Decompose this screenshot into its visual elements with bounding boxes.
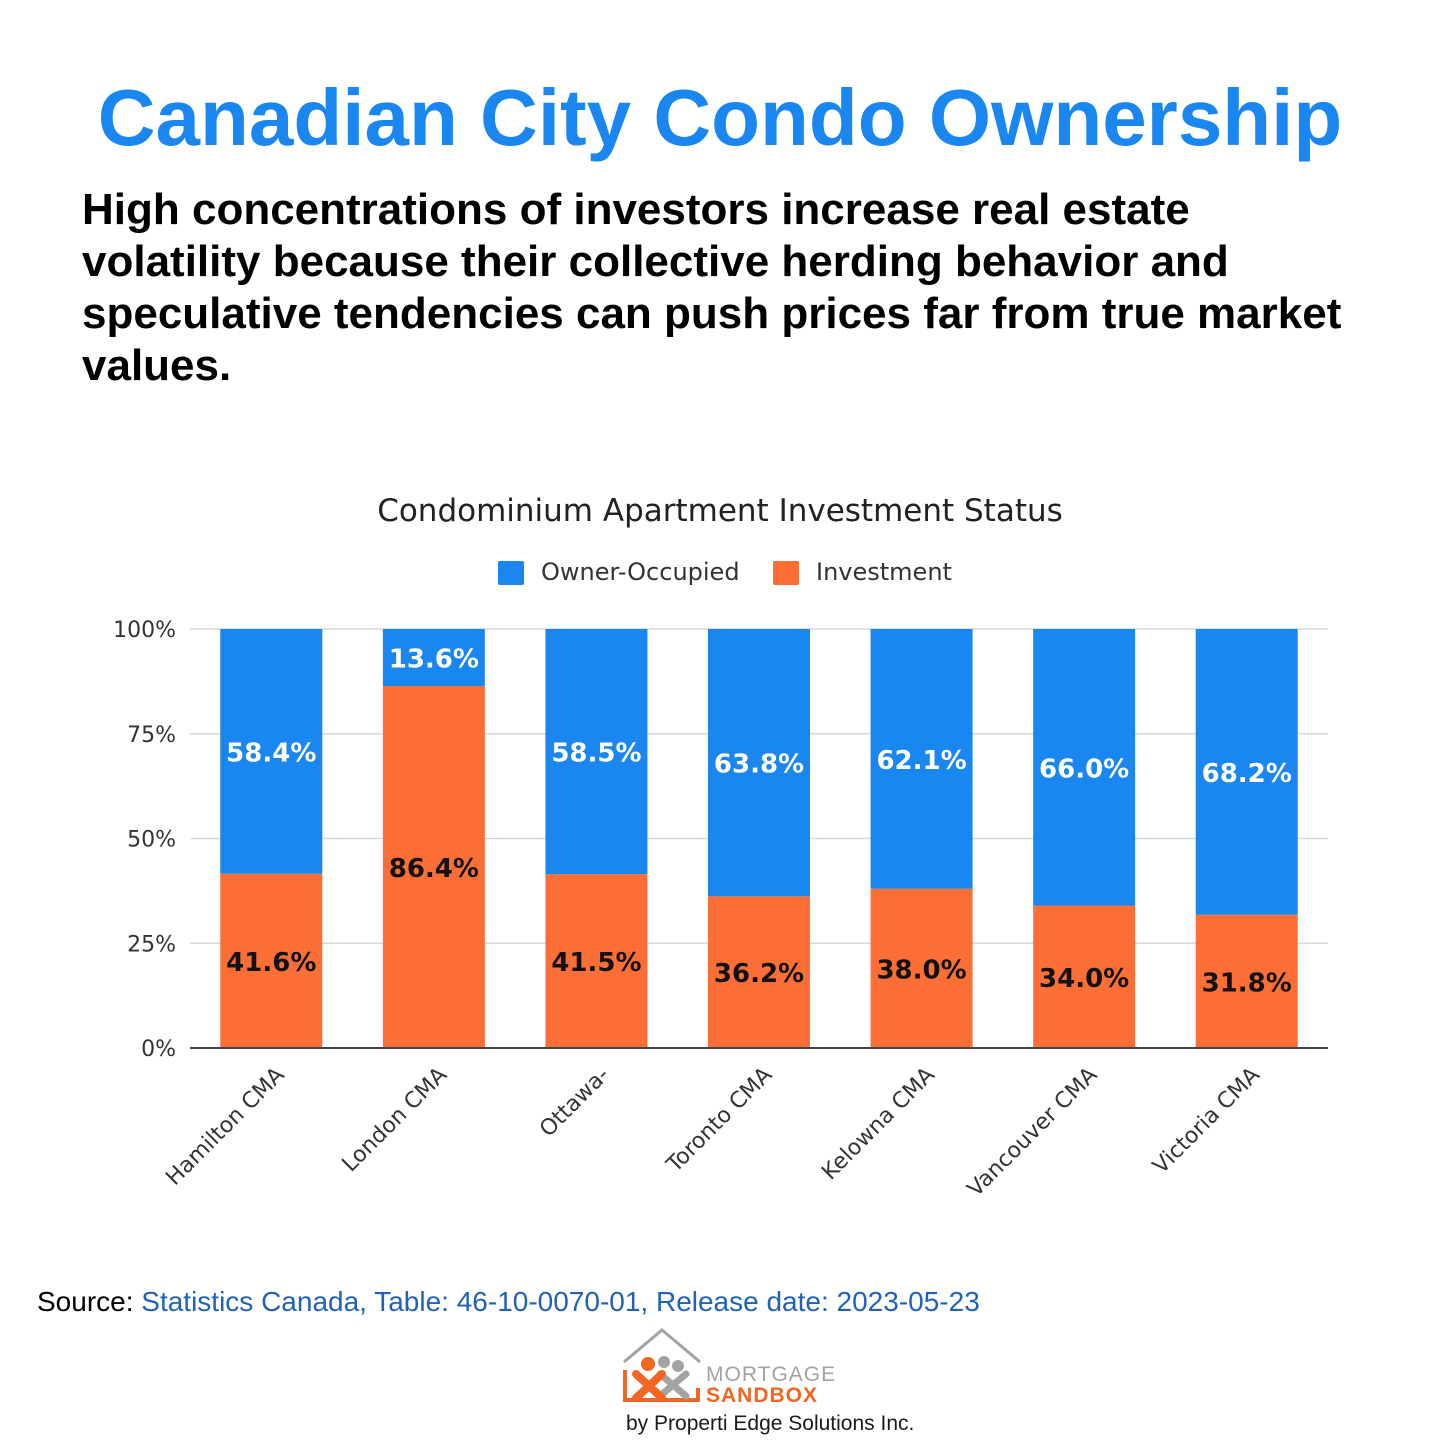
- y-tick-label: 100%: [113, 618, 176, 643]
- x-axis-ticks: Hamilton CMA London CMA Ottawa- Toronto CMA…: [161, 1063, 1264, 1202]
- y-tick-label: 0%: [141, 1037, 176, 1062]
- source-prefix: Source:: [37, 1286, 134, 1317]
- chart-title: Condominium Apartment Investment Status: [377, 493, 1063, 529]
- bar-investment: [870, 888, 973, 1048]
- bars: [220, 629, 1298, 1048]
- y-axis-ticks: 0% 25% 50% 75% 100%: [113, 618, 176, 1062]
- x-tick-label: Victoria CMA: [1148, 1063, 1265, 1180]
- x-tick-label: Toronto CMA: [662, 1063, 778, 1179]
- house-logo-icon: [623, 1328, 701, 1402]
- data-label-investment: 31.8%: [1202, 968, 1292, 998]
- x-tick-label: Ottawa-: [535, 1063, 615, 1143]
- y-tick-label: 50%: [127, 828, 176, 853]
- legend-label-owner-occupied: Owner-Occupied: [541, 558, 740, 586]
- bar-owner-occupied: [708, 629, 810, 897]
- data-labels: 41.6% 58.4% 86.4% 13.6% 41.5% 58.5% 36.2% 63.8%…: [226, 644, 1292, 998]
- bar-owner-occupied: [220, 629, 323, 874]
- logo-word-mortgage: MORTGAGE: [706, 1363, 837, 1386]
- bar-investment: [708, 896, 810, 1048]
- logo-word-sandbox: SANDBOX: [706, 1384, 819, 1407]
- data-label-investment: 41.5%: [551, 948, 641, 978]
- data-label-investment: 86.4%: [389, 854, 479, 884]
- bar-owner-occupied: [1195, 629, 1298, 915]
- data-label-owner-occupied: 62.1%: [876, 746, 966, 776]
- legend-swatch-owner-occupied: [498, 561, 524, 585]
- data-label-owner-occupied: 13.6%: [389, 644, 479, 674]
- bar-owner-occupied: [870, 629, 973, 889]
- headline: Canadian City Condo Ownership: [97, 73, 1343, 162]
- data-label-owner-occupied: 66.0%: [1039, 754, 1129, 784]
- bar-owner-occupied: [382, 629, 485, 686]
- bar-investment: [545, 874, 648, 1048]
- chart-legend: Owner-Occupied Investment: [498, 558, 952, 586]
- bar-owner-occupied: [1033, 629, 1136, 906]
- y-tick-label: 25%: [127, 932, 176, 957]
- data-label-investment: 34.0%: [1039, 964, 1129, 994]
- data-label-investment: 36.2%: [714, 959, 804, 989]
- y-tick-label: 75%: [127, 723, 176, 748]
- legend-swatch-investment: [773, 561, 799, 585]
- data-label-investment: 41.6%: [226, 948, 316, 978]
- bar-investment: [220, 873, 323, 1048]
- source-link[interactable]: Statistics Canada, Table: 46-10-0070-01,…: [141, 1286, 980, 1317]
- x-tick-label: London CMA: [338, 1063, 453, 1178]
- x-tick-label: Hamilton CMA: [161, 1063, 289, 1191]
- data-label-owner-occupied: 63.8%: [714, 750, 804, 780]
- data-label-owner-occupied: 58.4%: [226, 738, 316, 768]
- bar-owner-occupied: [545, 629, 648, 875]
- bar-investment: [382, 685, 485, 1048]
- stacked-bar-chart: Condominium Apartment Investment Status …: [113, 493, 1328, 1202]
- bar-investment: [1033, 905, 1136, 1048]
- x-tick-label: Vancouver CMA: [963, 1063, 1102, 1202]
- data-label-investment: 38.0%: [876, 955, 966, 985]
- legend-label-investment: Investment: [816, 558, 952, 586]
- bar-investment: [1195, 914, 1298, 1048]
- logo-byline: by Properti Edge Solutions Inc.: [626, 1412, 915, 1435]
- subheadline: High concentrations of investors increas…: [82, 185, 1342, 390]
- data-label-owner-occupied: 68.2%: [1202, 759, 1292, 789]
- mortgage-sandbox-logo: MORTGAGE SANDBOX by Properti Edge Soluti…: [618, 1326, 938, 1436]
- data-label-owner-occupied: 58.5%: [551, 739, 641, 769]
- source-line: Source: Statistics Canada, Table: 46-10-…: [37, 1285, 980, 1319]
- x-tick-label: Kelowna CMA: [817, 1063, 940, 1186]
